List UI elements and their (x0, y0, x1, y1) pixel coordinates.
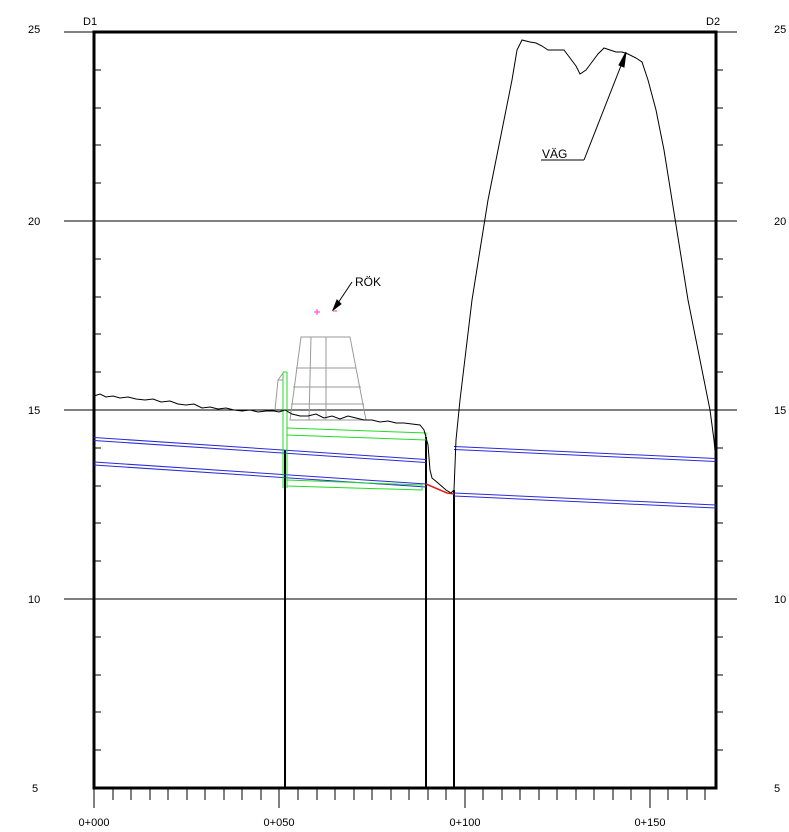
elevation-label-right-10: 10 (774, 594, 786, 606)
pipe-connection-segment (425, 483, 455, 495)
pipelines (93, 437, 717, 509)
chimney-outline (289, 336, 367, 421)
elevation-label-right-20: 20 (774, 216, 786, 228)
chimney-inner-lines (291, 336, 364, 421)
chimney-marker (314, 309, 337, 315)
vag-callout (541, 51, 627, 161)
left-elevation-ticks (94, 69, 101, 751)
side-wall (274, 372, 284, 411)
station-ticks (93, 788, 706, 808)
point-label-right: D2 (706, 16, 720, 28)
station-label-50: 0+050 (264, 817, 295, 829)
upper-pipe-right (453, 446, 717, 462)
trench-lower-box (286, 479, 423, 491)
elevation-gridlines (64, 31, 737, 600)
pipe-trench (282, 371, 427, 491)
vag-callout-label: VÄG (542, 147, 567, 161)
drawing-frame (92, 30, 718, 790)
station-minor-ticks (112, 788, 706, 800)
pink-cross-marker (314, 309, 320, 315)
vag-arrowhead (618, 51, 627, 68)
elevation-ticks (94, 69, 723, 751)
rok-arrowhead (331, 299, 342, 312)
right-elevation-ticks (716, 69, 723, 751)
elevation-label-left-5: 5 (32, 783, 38, 795)
elevation-label-left-15: 15 (28, 405, 40, 417)
elevation-label-right-5: 5 (774, 783, 780, 795)
chimney-structure (274, 336, 367, 421)
rok-callout-label: RÖK (355, 275, 381, 289)
elevation-label-right-25: 25 (774, 24, 786, 36)
upper-pipe-left (93, 437, 427, 463)
elevation-label-left-25: 25 (28, 24, 40, 36)
station-label-150: 0+150 (635, 817, 666, 829)
elevation-label-right-15: 15 (774, 405, 786, 417)
trench-upper-box (286, 427, 427, 441)
rok-callout (331, 281, 353, 312)
elevation-label-left-20: 20 (28, 216, 40, 228)
vag-leader-line (583, 57, 625, 161)
lower-pipe-right (453, 492, 717, 509)
road-embankment (453, 39, 717, 491)
station-major-ticks (93, 788, 651, 808)
ground-profile (93, 393, 455, 494)
point-label-left: D1 (83, 16, 97, 28)
elevation-label-left-10: 10 (28, 594, 40, 606)
shaft-lines (284, 437, 455, 788)
station-label-0: 0+000 (79, 817, 110, 829)
station-label-100: 0+100 (450, 817, 481, 829)
